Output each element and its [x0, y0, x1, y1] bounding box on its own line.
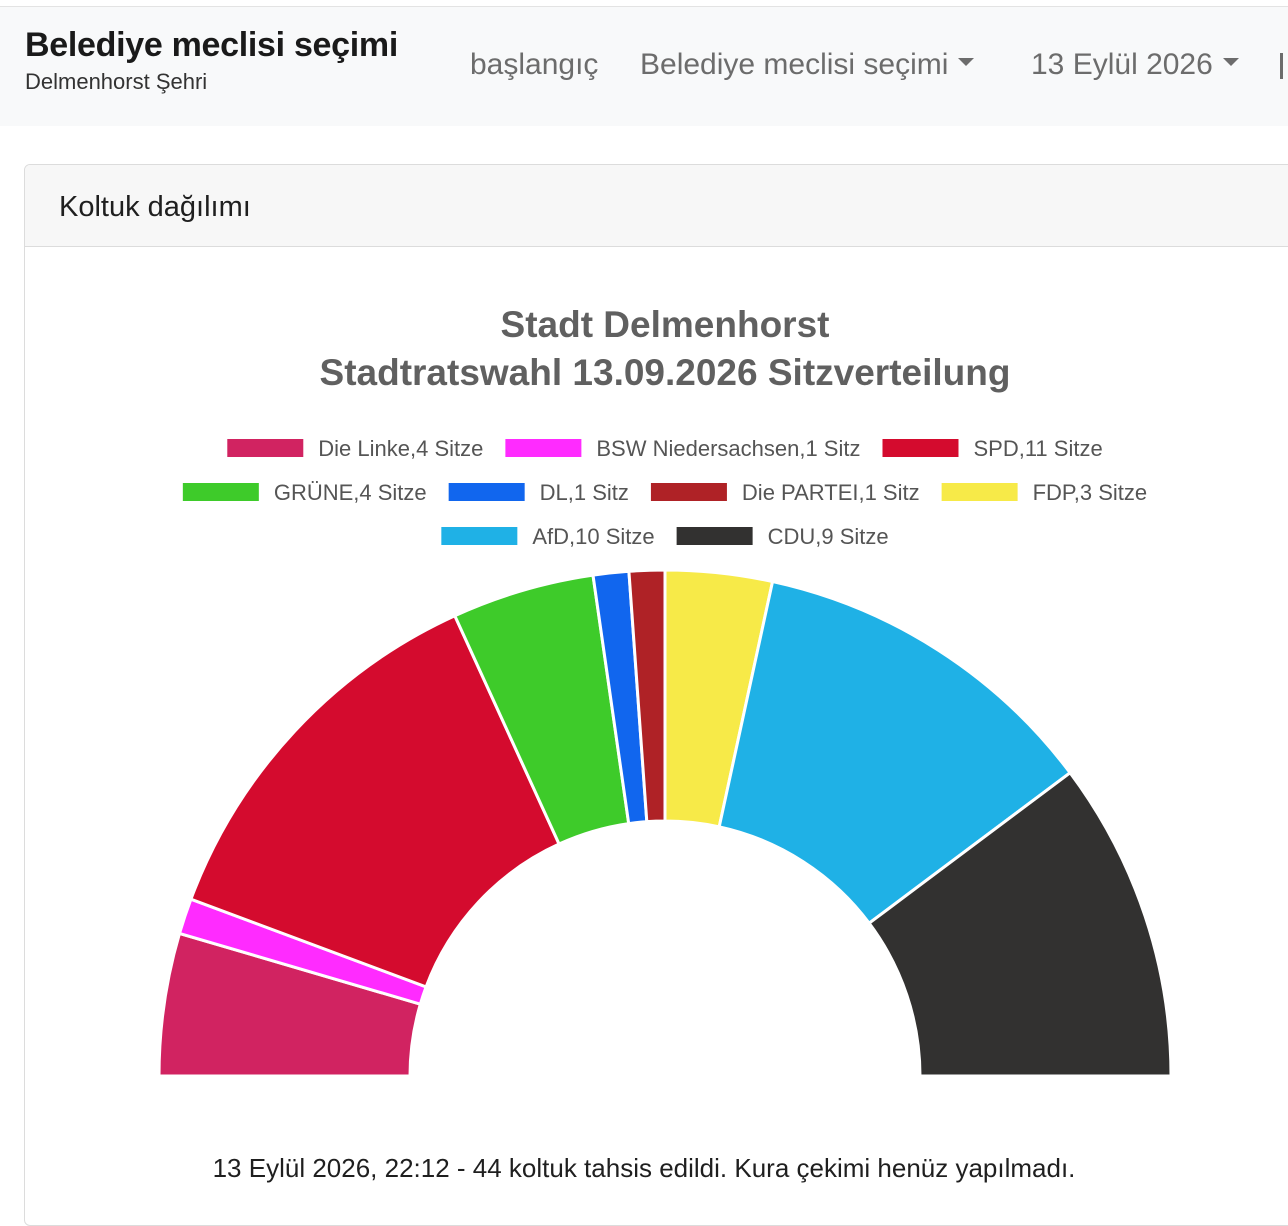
chart-slices [157, 568, 1173, 1078]
chart-title-line-1: Stadt Delmenhorst [501, 304, 830, 345]
navbar: Belediye meclisi seçimi Delmenhorst Şehr… [0, 7, 1288, 126]
nav-dropdown-election-type[interactable]: Belediye meclisi seçimi [640, 45, 975, 85]
allocation-status-text: 13 Eylül 2026, 22:12 - 44 koltuk tahsis … [212, 1153, 1076, 1183]
legend-label[interactable]: GRÜNE,4 Sitze [274, 480, 427, 505]
legend-swatch[interactable] [941, 483, 1018, 501]
legend-label[interactable]: SPD,11 Sitze [973, 436, 1102, 461]
legend-swatch[interactable] [882, 439, 959, 457]
legend-swatch[interactable] [441, 527, 518, 545]
legend-label[interactable]: BSW Niedersachsen,1 Sitz [596, 436, 860, 461]
legend-swatch[interactable] [676, 527, 753, 545]
legend-swatch[interactable] [227, 439, 304, 457]
nav-link-home[interactable]: başlangıç [470, 45, 598, 85]
card-header: Koltuk dağılımı [25, 165, 1288, 247]
legend-swatch[interactable] [650, 483, 727, 501]
legend-swatch[interactable] [182, 483, 259, 501]
chart-slice-spd[interactable] [188, 613, 562, 989]
card-title: Koltuk dağılımı [59, 191, 251, 223]
brand-subtitle: Delmenhorst Şehri [25, 69, 208, 94]
legend-label[interactable]: FDP,3 Sitze [1033, 480, 1148, 505]
legend-swatch[interactable] [505, 439, 582, 457]
legend-label[interactable]: AfD,10 Sitze [532, 524, 654, 549]
chart-legend: Die Linke,4 Sitze BSW Niedersachsen,1 Sit… [182, 436, 1148, 549]
legend-label[interactable]: DL,1 Sitz [540, 480, 629, 505]
legend-label[interactable]: CDU,9 Sitze [768, 524, 889, 549]
chart-title-line-2: Stadtratswahl 13.09.2026 Sitzverteilung [320, 352, 1011, 393]
nav-dropdown-election-date[interactable]: 13 Eylül 2026 [1031, 45, 1239, 85]
chevron-down-icon [958, 58, 975, 67]
chart-slice-cdu[interactable] [867, 770, 1173, 1078]
legend-label[interactable]: Die Linke,4 Sitze [318, 436, 483, 461]
nav-dropdown-election-type-label: Belediye meclisi seçimi [640, 48, 949, 81]
nav-item-truncated[interactable] [1280, 53, 1283, 79]
chevron-down-icon [1222, 58, 1239, 67]
window-top-edge [0, 0, 1288, 7]
brand-title[interactable]: Belediye meclisi seçimi [25, 26, 398, 64]
legend-swatch[interactable] [448, 483, 525, 501]
nav-link-home-label: başlangıç [470, 48, 599, 81]
brand[interactable]: Belediye meclisi seçimi Delmenhorst Şehr… [25, 25, 398, 95]
nav-dropdown-election-date-label: 13 Eylül 2026 [1031, 48, 1213, 81]
legend-label[interactable]: Die PARTEI,1 Sitz [742, 480, 920, 505]
